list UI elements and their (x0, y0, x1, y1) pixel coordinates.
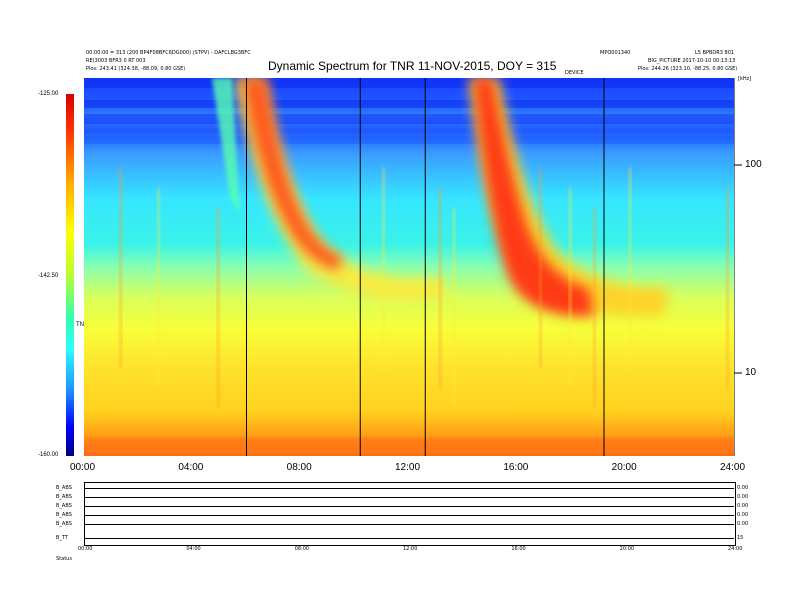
y-axis-right (734, 78, 742, 456)
spike-10 (725, 188, 729, 388)
timeseries-label-5: B_TT (56, 535, 68, 541)
spike-0 (119, 168, 123, 368)
timeseries-x-tick-4: 16:00 (511, 546, 526, 552)
timeseries-trace-0 (84, 488, 734, 489)
timeseries-x-tick-3: 12:00 (403, 546, 418, 552)
header-meta-line2: RE(3003 BFR3 0 RT 003 (86, 58, 146, 64)
x-tick-4: 16:00 (503, 462, 529, 473)
colorbar-tick-mid: -142.50 (38, 273, 59, 279)
spectrogram-plot (84, 78, 734, 456)
timeseries-label-3: B_ABS (56, 512, 72, 518)
colorbar-label: TNR (76, 322, 89, 328)
header-meta-line1: 00:00:00 = 313 (200 BP4F08BFC6DG000) (ST… (86, 50, 251, 56)
timeseries-label-0: B_ABS (56, 485, 72, 491)
y-tick-10: 10 (745, 367, 757, 378)
header-right-line3: Plos: 244.26 (323.10, -88.25, 0.80 GSE) (638, 66, 738, 72)
header-right-line1: MPO001340 (600, 50, 631, 56)
spectral-spikes (119, 168, 729, 408)
spike-5 (452, 208, 456, 408)
x-tick-6: 24:00 (720, 462, 746, 473)
burst-2-core (474, 78, 594, 317)
timeseries-right-tick-4: 0.00 (737, 521, 749, 527)
header-right-line2: BIG_PICTURE 2017-10-10 00:13:13 (648, 58, 736, 64)
colorbar (66, 94, 74, 456)
spectrogram-overlay (84, 78, 734, 456)
colorbar-tick-max: -125.00 (38, 91, 59, 97)
burst-1-core (242, 78, 342, 270)
header-meta-line3: Plos: 243.41 (324.38, -88.09, 0.80 GSE) (86, 66, 186, 72)
timeseries-right-tick-5: 15 (737, 535, 744, 541)
x-tick-1: 04:00 (178, 462, 204, 473)
pre-burst-streak (212, 78, 240, 213)
timeseries-right-tick-2: 0.00 (737, 503, 749, 509)
timeseries-trace-5 (84, 538, 734, 539)
x-tick-3: 12:00 (395, 462, 421, 473)
timeseries-label-1: B_ABS (56, 494, 72, 500)
spike-4 (438, 188, 442, 388)
spike-2 (216, 208, 220, 408)
header-device-label: DEVICE (565, 70, 584, 76)
status-label: Status (56, 556, 72, 562)
timeseries-x-tick-1: 04:00 (186, 546, 201, 552)
timeseries-x-tick-6: 24:00 (728, 546, 743, 552)
spike-1 (157, 188, 161, 388)
header-right-line1b: L5 BPBDR3 801 (695, 50, 735, 56)
bottom-hot-band (84, 438, 734, 456)
spike-8 (593, 208, 597, 408)
event-markers (246, 78, 605, 456)
timeseries-x-tick-5: 20:00 (619, 546, 635, 552)
spike-9 (628, 168, 632, 368)
spike-3 (381, 168, 385, 368)
timeseries-right-tick-0: 0.00 (737, 485, 749, 491)
timeseries-right-tick-3: 0.00 (737, 512, 749, 518)
colorbar-tick-min: -160.00 (38, 452, 59, 458)
spike-6 (539, 168, 542, 368)
y-tick-100: 100 (745, 159, 762, 170)
frequency-unit-label: [kHz] (738, 76, 752, 82)
timeseries-x-tick-0: 00:00 (78, 546, 93, 552)
x-tick-5: 20:00 (611, 462, 637, 473)
timeseries-trace-1 (84, 497, 734, 498)
x-tick-2: 08:00 (286, 462, 312, 473)
timeseries-label-4: B_ABS (56, 521, 72, 527)
timeseries-trace-3 (84, 515, 734, 516)
timeseries-x-tick-2: 08:00 (294, 546, 310, 552)
timeseries-trace-4 (84, 524, 734, 525)
timeseries-panel (84, 482, 736, 546)
timeseries-right-tick-1: 0.00 (737, 494, 749, 500)
chart-title: Dynamic Spectrum for TNR 11-NOV-2015, DO… (268, 59, 557, 73)
timeseries-trace-2 (84, 506, 734, 507)
timeseries-label-2: B_ABS (56, 503, 72, 509)
spike-7 (568, 188, 572, 388)
x-tick-0: 00:00 (70, 462, 96, 473)
